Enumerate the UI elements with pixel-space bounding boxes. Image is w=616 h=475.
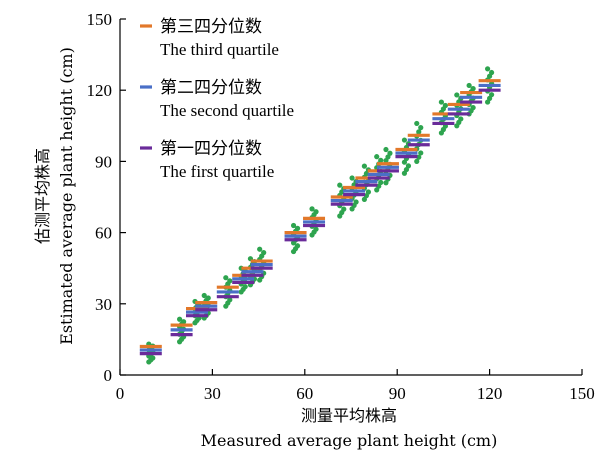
axes-layer: 0 30 60 90 120 150 0 30 60 90 120 150 [87, 10, 595, 403]
data-point [313, 209, 319, 215]
data-point [294, 243, 301, 249]
data-point [341, 206, 347, 212]
data-point [458, 116, 464, 122]
data-point [337, 182, 343, 188]
legend-label-en: The third quartile [160, 40, 279, 59]
data-point [378, 179, 384, 186]
legend-label-cn: 第二四分位数 [160, 78, 262, 98]
x-axis-label-cn: 测量平均株高 [301, 406, 397, 425]
data-point [227, 297, 233, 303]
data-point [387, 150, 393, 156]
data-point [489, 69, 495, 76]
data-point [416, 154, 422, 160]
y-tick-label: 60 [95, 224, 112, 243]
data-point [454, 92, 460, 98]
data-point [378, 157, 384, 163]
data-point [383, 146, 389, 153]
data-point [227, 278, 233, 284]
data-point [201, 292, 207, 299]
data-point [223, 275, 229, 281]
data-point [470, 105, 476, 111]
data-point [418, 125, 424, 131]
data-point [442, 102, 448, 109]
y-tick-label: 90 [95, 152, 112, 171]
data-point [416, 129, 422, 135]
legend-label-cn: 第一四分位数 [160, 139, 262, 159]
data-point [361, 163, 367, 169]
data-point [205, 295, 211, 301]
data-point [309, 206, 315, 212]
x-tick-label: 90 [389, 384, 406, 403]
x-tick-label: 0 [116, 384, 125, 403]
y-tick-label: 0 [104, 366, 113, 385]
y-axis-label-cn: 估测平均株高 [33, 148, 52, 244]
y-tick-label: 120 [87, 81, 113, 100]
legend-label-en: The second quartile [160, 101, 294, 120]
data-point [257, 246, 263, 252]
data-point [365, 189, 371, 195]
data-point [242, 284, 248, 290]
data-point [150, 355, 156, 361]
data-point [414, 120, 420, 127]
x-tick-label: 150 [569, 384, 595, 403]
data-point [374, 154, 380, 160]
labels-layer: 测量平均株高 Measured average plant height (cm… [33, 47, 497, 450]
data-point [405, 163, 412, 169]
data-point [177, 316, 183, 322]
data-point [290, 222, 297, 229]
quartile-layer [139, 79, 501, 356]
data-point [401, 137, 408, 143]
data-point [261, 250, 267, 256]
legend-label-en: The first quartile [160, 162, 274, 181]
data-point [353, 199, 359, 205]
data-point [414, 158, 420, 164]
data-point [470, 86, 476, 92]
data-point [181, 319, 187, 325]
x-tick-label: 60 [296, 384, 313, 403]
legend: 第三四分位数 The third quartile 第二四分位数 The second… [140, 17, 294, 181]
data-point [313, 226, 319, 232]
y-tick-label: 150 [87, 10, 113, 29]
data-point [418, 150, 424, 156]
data-point [349, 175, 355, 181]
legend-label-cn: 第三四分位数 [160, 17, 262, 37]
y-axis-label: Estimated average plant height (cm) [57, 47, 76, 345]
data-point [438, 99, 444, 105]
x-axis-label: Measured average plant height (cm) [201, 431, 498, 450]
x-tick-label: 120 [477, 384, 503, 403]
data-point [466, 82, 472, 89]
y-tick-label: 30 [95, 295, 112, 314]
data-point [485, 66, 491, 72]
data-point [294, 225, 301, 231]
x-tick-label: 30 [204, 384, 221, 403]
data-point [489, 92, 495, 98]
